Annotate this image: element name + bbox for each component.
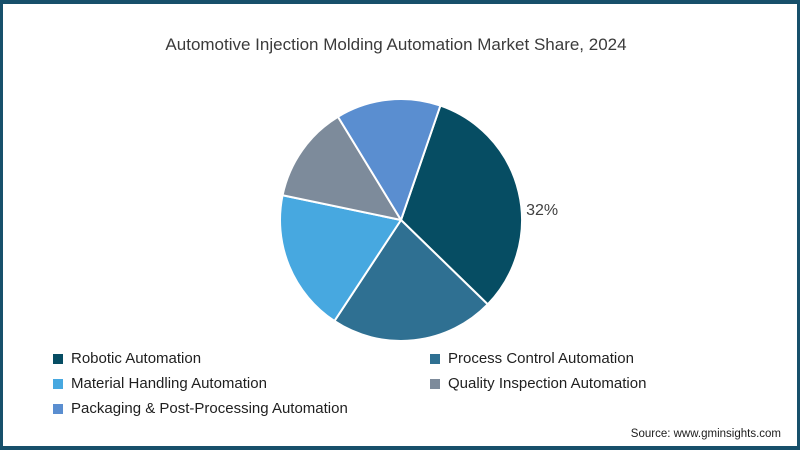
- legend-item-process-control-automation[interactable]: Process Control Automation: [430, 350, 646, 367]
- pie-slice-material-handling-automation[interactable]: [279, 194, 402, 323]
- legend-item-material-handling-automation[interactable]: Material Handling Automation: [53, 375, 430, 392]
- legend-label: Packaging & Post-Processing Automation: [71, 400, 348, 417]
- pie-slice-robotic-automation[interactable]: [400, 104, 523, 306]
- pie-slice-packaging-post-processing-automation[interactable]: [336, 98, 442, 221]
- legend-swatch: [430, 353, 440, 364]
- legend-label: Process Control Automation: [448, 350, 634, 367]
- legend-item-packaging-post-processing-automation[interactable]: Packaging & Post-Processing Automation: [53, 400, 430, 417]
- legend-item-robotic-automation[interactable]: Robotic Automation: [53, 350, 430, 367]
- chart-title: Automotive Injection Molding Automation …: [165, 35, 627, 54]
- legend-label: Quality Inspection Automation: [448, 375, 647, 392]
- legend-swatch: [53, 353, 63, 364]
- legend-label: Robotic Automation: [71, 350, 202, 367]
- legend-swatch: [53, 378, 63, 389]
- pie-slice-process-control-automation[interactable]: [333, 219, 489, 343]
- legend-swatch: [430, 378, 440, 389]
- legend: Robotic Automation Process Control Automa…: [53, 346, 646, 421]
- legend-label: Material Handling Automation: [71, 375, 267, 392]
- legend-item-quality-inspection-automation[interactable]: Quality Inspection Automation: [430, 375, 646, 392]
- source-attribution: Source: www.gminsights.com: [630, 428, 781, 440]
- pie-slice-quality-inspection-automation[interactable]: [281, 115, 402, 221]
- legend-swatch: [53, 403, 63, 414]
- pie-data-label: 32%: [526, 202, 558, 219]
